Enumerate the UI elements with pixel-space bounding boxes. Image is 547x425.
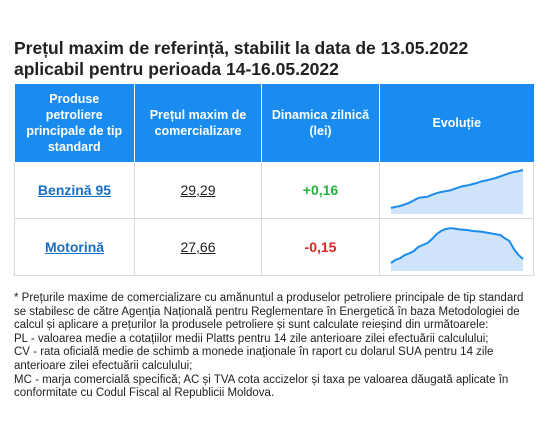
product-link-motorina[interactable]: Motorină: [44, 239, 105, 255]
footnote-pl: PL - valoarea medie a cotațiilor medii P…: [14, 332, 489, 345]
sparkline-area: [390, 228, 523, 271]
price-value[interactable]: 29,29: [180, 182, 216, 198]
sparkline-line: [390, 169, 523, 209]
table-header-row: Produse petroliere principale de tip sta…: [14, 84, 534, 162]
footnote-intro: * Prețurile maxime de comercializare cu …: [14, 292, 524, 332]
footnote-mc: MC - marja comercială specifică; AC și T…: [14, 373, 509, 400]
sparkline-motorina: [389, 227, 524, 271]
header-products: Produse petroliere principale de tip sta…: [14, 84, 135, 162]
header-daily-change: Dinamica zilnică (lei): [261, 84, 380, 162]
price-value[interactable]: 27,66: [180, 239, 216, 255]
product-link-benzina-95[interactable]: Benzină 95: [37, 182, 112, 198]
daily-change-value: -0,15: [304, 239, 337, 255]
table-row: Benzină 95 29,29 +0,16: [14, 162, 534, 219]
sparkline-benzina: [390, 169, 523, 214]
table-row: Motorină 27,66 -0,15: [14, 218, 534, 276]
sparkline-line: [389, 227, 524, 264]
header-max-price: Prețul maxim de comercializare: [134, 84, 262, 162]
page-title: Prețul maxim de referință, stabilit la d…: [14, 38, 469, 79]
footnotes: * Prețurile maxime de comercializare cu …: [14, 292, 534, 401]
sparkline-area: [390, 170, 523, 214]
footnote-cv: CV - rata oficială medie de schimb a mon…: [14, 346, 494, 372]
daily-change-value: +0,16: [302, 182, 339, 198]
price-table: Produse petroliere principale de tip sta…: [14, 84, 534, 276]
header-evolution: Evoluție: [379, 84, 534, 162]
